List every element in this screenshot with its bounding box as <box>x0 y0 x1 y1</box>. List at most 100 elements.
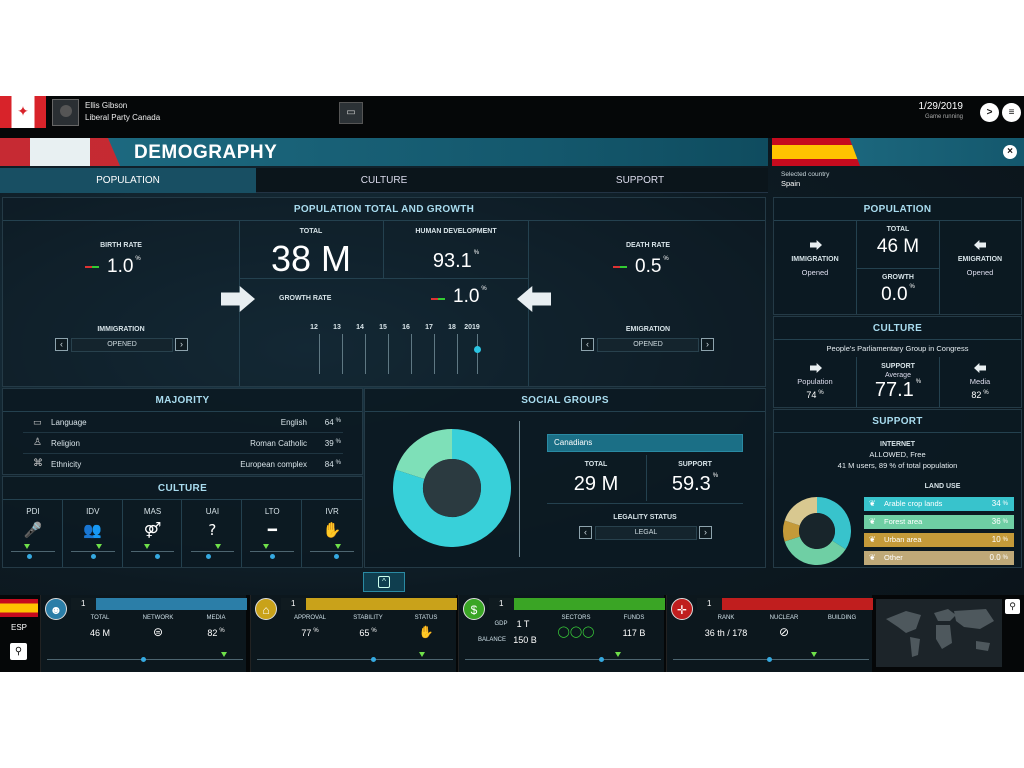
culture-dimension-ivr[interactable]: IVR ✋ <box>302 499 362 567</box>
level-value: 1 <box>291 599 296 608</box>
emigration-prev-button[interactable]: ‹ <box>581 338 594 351</box>
culture-dimension-lto[interactable]: LTO ━ <box>242 499 303 567</box>
land-use-pct: 0.0% <box>989 553 1008 562</box>
immigration-prev-button[interactable]: ‹ <box>55 338 68 351</box>
emigration-next-button[interactable]: › <box>701 338 714 351</box>
culture-slider-track <box>310 551 354 552</box>
close-icon[interactable]: × <box>1003 145 1017 159</box>
level-value: 1 <box>81 599 86 608</box>
culture-title: CULTURE <box>157 483 208 494</box>
language-icon: ▭ <box>33 417 42 427</box>
side-culture-title: CULTURE <box>872 323 923 334</box>
donut-slice <box>816 497 851 550</box>
question-icon: ? <box>208 521 217 539</box>
side-culture-panel: CULTURE People's Parliamentary Group in … <box>773 316 1022 408</box>
game-screen: { "top": { "player_name": "Ellis Gibson"… <box>0 96 1024 672</box>
majority-value: English <box>280 418 307 427</box>
tab-culture[interactable]: CULTURE <box>256 168 512 193</box>
player-party: Liberal Party Canada <box>85 113 161 122</box>
bottom-country-code: ESP <box>10 623 27 632</box>
culture-value-marker <box>270 554 276 559</box>
arrow-right-icon <box>810 363 822 373</box>
majority-pct: 84% <box>324 460 341 469</box>
selected-country-label: Selected country <box>781 171 830 178</box>
play-icon[interactable]: > <box>980 103 999 122</box>
immigration-next-button[interactable]: › <box>175 338 188 351</box>
sectors-icon: ◯◯◯ <box>557 626 595 638</box>
group-support-value: 59.3% <box>671 473 719 495</box>
total-label: TOTAL <box>299 228 323 235</box>
social-groups-panel: SOCIAL GROUPS Canadians TOTAL 29 M SUPPO… <box>364 388 766 568</box>
population-icon[interactable]: ☻ <box>45 598 67 620</box>
bottom-panel-economy[interactable]: $1 GDP 1 T SECTORS ◯◯◯ FUNDS 117 B BALANCE 150 B <box>458 595 665 672</box>
timeline-marker[interactable] <box>474 346 481 353</box>
bottom-bar: ESP ⚲ ☻ 1 TOTAL 46 M NETWORK ⊜ MEDIA 82% ⌂ 1 APPRO… <box>0 595 1024 672</box>
stat-value: 65% <box>359 628 377 638</box>
world-map[interactable] <box>876 599 1002 667</box>
social-group-item[interactable]: Canadians <box>547 434 743 452</box>
side-population-panel: POPULATION IMMIGRATION Opened TOTAL 46 M… <box>773 197 1022 315</box>
legality-next-button[interactable]: › <box>699 526 712 539</box>
majority-label: Language <box>51 418 87 427</box>
tab-population[interactable]: POPULATION <box>0 168 256 193</box>
top-bar: ✦ Ellis Gibson Liberal Party Canada ▭ 1/… <box>0 96 1024 138</box>
side-support-title: SUPPORT <box>872 416 923 427</box>
culture-target-marker <box>23 544 30 549</box>
bottom-country-flag[interactable] <box>0 599 38 617</box>
stat-label: NUCLEAR <box>769 615 799 621</box>
collapse-panel-button[interactable]: ^ <box>363 572 405 592</box>
religion-icon: ♙ <box>33 437 42 448</box>
chat-icon[interactable]: ▭ <box>339 102 363 124</box>
tool-icon: ━ <box>267 521 277 539</box>
culture-dimension-uai[interactable]: UAI? <box>183 499 243 567</box>
search-icon[interactable]: ⚲ <box>10 643 27 660</box>
culture-value-marker <box>154 554 160 559</box>
land-use-donut-chart <box>783 497 851 565</box>
culture-dimension-idv[interactable]: IDV 👥 <box>63 499 123 567</box>
arrow-right-icon <box>810 240 822 250</box>
bottom-panel-population[interactable]: ☻ 1 TOTAL 46 M NETWORK ⊜ MEDIA 82% <box>40 595 247 672</box>
year-label: 16 <box>402 324 410 331</box>
culture-target-marker <box>143 544 150 549</box>
bottom-panel-government[interactable]: ⌂ 1 APPROVAL 77% STABILITY 65% STATUS ✋ <box>250 595 457 672</box>
majority-title: MAJORITY <box>155 395 210 406</box>
stat-value: 1 T <box>516 619 530 629</box>
stat-label: TOTAL <box>90 615 110 621</box>
military-icon[interactable]: ✛ <box>671 598 693 620</box>
page-title: DEMOGRAPHY <box>134 142 278 163</box>
government-icon[interactable]: ⌂ <box>255 598 277 620</box>
menu-icon[interactable]: ≡ <box>1002 103 1021 122</box>
player-avatar[interactable] <box>52 99 79 126</box>
stat-label: APPROVAL <box>294 615 326 621</box>
culture-dimension-pdi[interactable]: PDI 🎤 <box>3 499 63 567</box>
land-use-row: ❦ Arable crop lands 34% <box>864 497 1014 511</box>
level-bar: 1 <box>489 598 665 610</box>
bottom-panel-military[interactable]: ✛ 1 RANK 36 th / 178 NUCLEAR ⊘ BUILDING <box>666 595 873 672</box>
birth-rate-value: 1.0% <box>107 256 141 277</box>
maple-leaf-icon: ✦ <box>17 103 29 119</box>
social-groups-title: SOCIAL GROUPS <box>521 395 609 406</box>
total-value: 38 M <box>270 238 352 279</box>
economy-icon[interactable]: $ <box>463 598 485 620</box>
player-country-flag[interactable]: ✦ <box>0 96 46 128</box>
majority-pct: 64% <box>324 418 341 427</box>
legality-prev-button[interactable]: ‹ <box>579 526 592 539</box>
social-groups-donut-chart <box>393 429 511 547</box>
tab-support-label: SUPPORT <box>615 175 665 186</box>
map-zoom-icon[interactable]: ⚲ <box>1005 599 1020 614</box>
legality-select[interactable]: LEGAL <box>595 526 697 540</box>
handshake-icon: ✋ <box>418 625 434 639</box>
immigration-select[interactable]: OPENED <box>71 338 173 352</box>
culture-dimension-mas[interactable]: MAS ⚤ <box>123 499 183 567</box>
culture-slider-track <box>190 551 235 552</box>
culture-target-marker <box>335 544 342 549</box>
donut-slice <box>784 497 818 527</box>
tab-support[interactable]: SUPPORT <box>512 168 768 193</box>
level-bar: 1 <box>71 598 247 610</box>
level-bar: 1 <box>697 598 873 610</box>
culture-dimension-label: UAI <box>205 507 220 516</box>
side-country-flag <box>772 138 860 166</box>
group-support-label: SUPPORT <box>678 461 712 468</box>
emigration-select[interactable]: OPENED <box>597 338 699 352</box>
culture-slider-track <box>11 551 55 552</box>
